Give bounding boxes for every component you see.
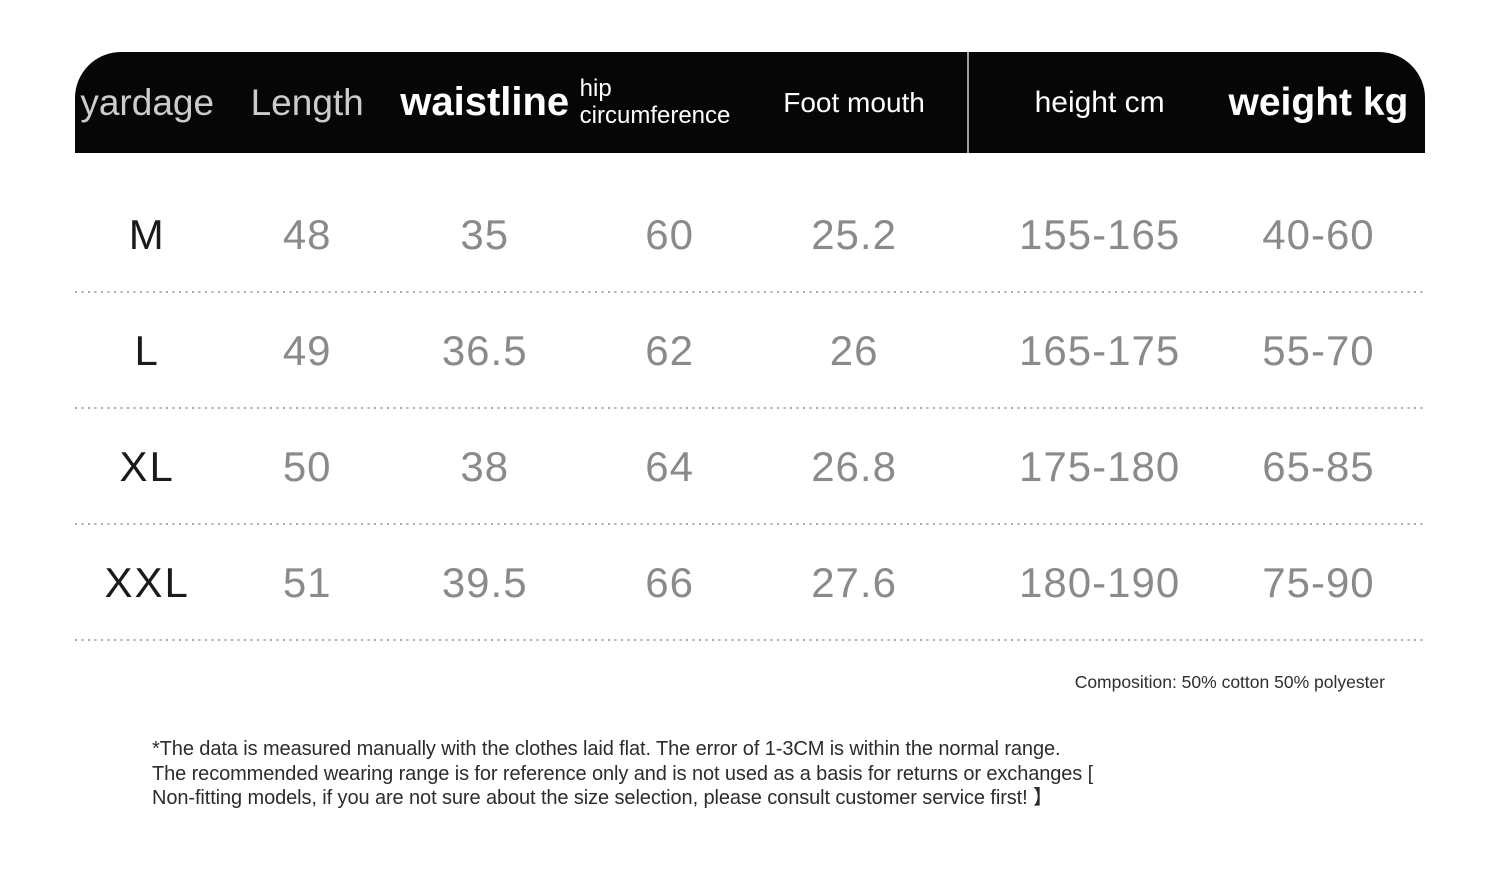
value-height: 175-180 bbox=[1019, 443, 1181, 490]
table-row-l: L 49 36.5 62 26 165-175 55-70 bbox=[75, 293, 1425, 409]
size-label-cell: XXL bbox=[75, 559, 219, 607]
header-column-divider bbox=[967, 52, 970, 153]
value-cell-weight: 75-90 bbox=[1232, 559, 1425, 607]
table-row-m: M 48 35 60 25.2 155-165 40-60 bbox=[75, 177, 1425, 293]
value-cell-weight: 65-85 bbox=[1232, 443, 1425, 491]
header-cell-weight-kg: weight kg bbox=[1228, 52, 1425, 153]
value-cell-height: 155-165 bbox=[967, 211, 1232, 259]
value-weight: 55-70 bbox=[1262, 327, 1375, 374]
value-cell-hip: 60 bbox=[574, 211, 764, 259]
value-weight: 75-90 bbox=[1262, 559, 1375, 606]
value-length: 51 bbox=[282, 559, 332, 606]
disclaimer-line-2: The recommended wearing range is for ref… bbox=[152, 762, 1094, 785]
size-label: M bbox=[128, 211, 166, 258]
value-cell-waistline: 36.5 bbox=[395, 327, 575, 375]
header-cell-waistline: waistline bbox=[395, 52, 575, 153]
value-foot-mouth: 27.6 bbox=[811, 559, 897, 606]
value-height: 155-165 bbox=[1019, 211, 1181, 258]
size-label: XXL bbox=[104, 559, 190, 606]
header-label-hip-circumference: hip circumference bbox=[579, 74, 731, 129]
size-table-header: yardage Length waistline hip circumferen… bbox=[75, 52, 1425, 153]
value-cell-hip: 62 bbox=[574, 327, 764, 375]
size-table: yardage Length waistline hip circumferen… bbox=[75, 52, 1425, 641]
value-height: 165-175 bbox=[1019, 327, 1181, 374]
value-length: 49 bbox=[282, 327, 332, 374]
header-label-weight-kg: weight kg bbox=[1228, 80, 1409, 124]
value-cell-length: 48 bbox=[219, 211, 395, 259]
value-hip: 60 bbox=[645, 211, 695, 258]
value-waistline: 35 bbox=[460, 211, 510, 258]
value-cell-height: 175-180 bbox=[967, 443, 1232, 491]
header-label-foot-mouth: Foot mouth bbox=[783, 86, 925, 118]
value-hip: 66 bbox=[645, 559, 695, 606]
value-cell-foot-mouth: 26.8 bbox=[765, 443, 968, 491]
value-length: 48 bbox=[282, 211, 332, 258]
value-waistline: 38 bbox=[460, 443, 510, 490]
size-label: XL bbox=[119, 443, 175, 490]
header-label-waistline: waistline bbox=[400, 80, 570, 124]
table-row-xxl: XXL 51 39.5 66 27.6 180-190 75-90 bbox=[75, 525, 1425, 641]
value-length: 50 bbox=[282, 443, 332, 490]
header-cell-length: Length bbox=[219, 52, 395, 153]
value-cell-hip: 66 bbox=[574, 559, 764, 607]
value-cell-height: 165-175 bbox=[967, 327, 1232, 375]
value-cell-hip: 64 bbox=[574, 443, 764, 491]
value-height: 180-190 bbox=[1019, 559, 1181, 606]
table-row-xl: XL 50 38 64 26.8 175-180 65-85 bbox=[75, 409, 1425, 525]
size-label-cell: XL bbox=[75, 443, 219, 491]
header-label-yardage: yardage bbox=[80, 81, 215, 123]
value-weight: 40-60 bbox=[1262, 211, 1375, 258]
value-cell-height: 180-190 bbox=[967, 559, 1232, 607]
size-label-cell: M bbox=[75, 211, 219, 259]
disclaimer-line-1: *The data is measured manually with the … bbox=[152, 738, 1061, 760]
size-table-body: M 48 35 60 25.2 155-165 40-60 L 49 36.5 … bbox=[75, 177, 1425, 641]
value-cell-weight: 55-70 bbox=[1232, 327, 1425, 375]
value-hip: 64 bbox=[645, 443, 695, 490]
value-cell-length: 50 bbox=[219, 443, 395, 491]
value-cell-weight: 40-60 bbox=[1232, 211, 1425, 259]
value-weight: 65-85 bbox=[1262, 443, 1375, 490]
header-cell-height-cm: height cm bbox=[967, 52, 1232, 153]
value-foot-mouth: 26 bbox=[829, 327, 879, 374]
disclaimer-text: *The data is measured manually with the … bbox=[152, 737, 1093, 811]
value-cell-length: 49 bbox=[219, 327, 395, 375]
value-cell-waistline: 38 bbox=[395, 443, 575, 491]
composition-note: Composition: 50% cotton 50% polyester bbox=[1074, 672, 1385, 692]
header-cell-yardage: yardage bbox=[75, 52, 219, 153]
header-label-height-cm: height cm bbox=[1034, 85, 1165, 119]
value-cell-length: 51 bbox=[219, 559, 395, 607]
value-hip: 62 bbox=[645, 327, 695, 374]
value-foot-mouth: 26.8 bbox=[811, 443, 897, 490]
value-foot-mouth: 25.2 bbox=[811, 211, 897, 258]
header-cell-hip-circumference: hip circumference bbox=[574, 52, 764, 153]
disclaimer-line-3: Non-fitting models, if you are not sure … bbox=[152, 787, 1053, 809]
value-waistline: 39.5 bbox=[441, 559, 528, 606]
value-cell-foot-mouth: 27.6 bbox=[765, 559, 968, 607]
size-label: L bbox=[134, 327, 160, 374]
value-cell-waistline: 35 bbox=[395, 211, 575, 259]
value-cell-foot-mouth: 25.2 bbox=[765, 211, 968, 259]
size-label-cell: L bbox=[75, 327, 219, 375]
value-cell-waistline: 39.5 bbox=[395, 559, 575, 607]
value-cell-foot-mouth: 26 bbox=[765, 327, 968, 375]
header-label-length: Length bbox=[250, 81, 364, 123]
header-cell-foot-mouth: Foot mouth bbox=[765, 52, 968, 153]
value-waistline: 36.5 bbox=[441, 327, 528, 374]
